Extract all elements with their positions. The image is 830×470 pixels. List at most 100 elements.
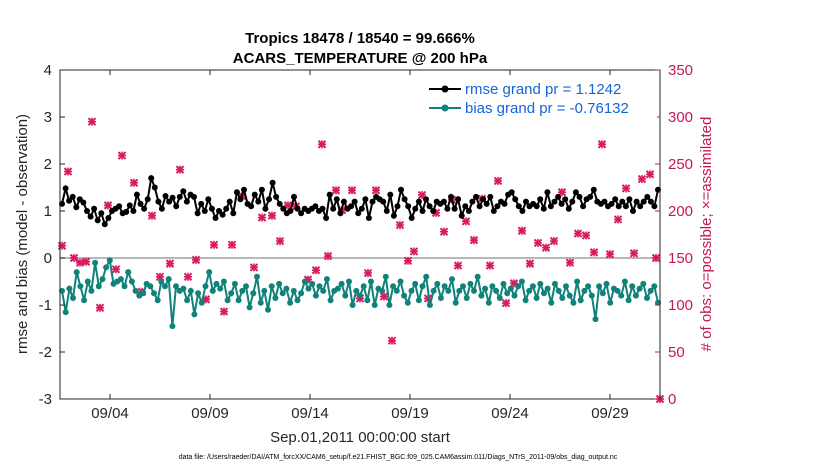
obs-count-marker xyxy=(363,268,373,278)
rmse-point xyxy=(512,196,519,203)
bias-point xyxy=(349,302,356,308)
bias-point xyxy=(640,280,647,287)
rmse-point xyxy=(333,196,340,203)
bias-point xyxy=(632,292,639,299)
obs-count-marker xyxy=(581,231,591,240)
obs-count-marker xyxy=(103,201,113,210)
obs-count-marker xyxy=(275,236,285,246)
y-axis-left: -3 -2 -1 0 1 2 3 4 xyxy=(39,62,65,408)
bias-point xyxy=(404,299,411,306)
rmse-point xyxy=(94,217,101,224)
rmse-point xyxy=(565,205,572,212)
rmse-point xyxy=(62,185,69,192)
bias-point xyxy=(77,283,84,290)
x-tick-label: 09/09 xyxy=(191,405,229,422)
rmse-point xyxy=(458,212,465,219)
rmse-point xyxy=(323,215,330,221)
bias-point xyxy=(88,287,95,294)
rmse-point xyxy=(637,203,644,210)
rmse-point xyxy=(340,198,347,205)
rmse-point xyxy=(587,193,594,200)
rmse-point xyxy=(644,193,651,200)
obs-count-marker xyxy=(209,240,219,250)
obs-count-marker xyxy=(379,292,389,301)
bias-point xyxy=(548,299,555,306)
bias-point xyxy=(621,278,628,285)
bias-point xyxy=(577,297,584,304)
rmse-point xyxy=(401,196,408,203)
obs-count-marker xyxy=(183,272,193,282)
bias-point xyxy=(541,290,547,297)
rmse-point xyxy=(572,189,579,196)
rmse-point xyxy=(151,184,158,191)
rmse-point xyxy=(230,210,237,217)
bias-point xyxy=(342,292,349,299)
bias-point xyxy=(125,269,132,276)
rmse-point xyxy=(622,203,629,210)
bias-point xyxy=(346,278,352,285)
obs-count-marker xyxy=(147,211,157,220)
bias-point xyxy=(254,273,260,280)
rmse-point xyxy=(337,210,344,217)
rmse-point xyxy=(223,205,230,212)
bias-point xyxy=(243,283,249,290)
obs-count-marker xyxy=(605,250,615,259)
rmse-point xyxy=(415,198,422,205)
bias-point xyxy=(371,302,378,308)
bias-point xyxy=(239,287,246,294)
bias-point xyxy=(106,257,113,264)
bias-point xyxy=(357,292,363,299)
rmse-point xyxy=(255,198,262,205)
rmse-point xyxy=(351,198,358,205)
rmse-point xyxy=(241,186,247,193)
bias-point xyxy=(544,285,551,292)
bias-point xyxy=(294,297,301,304)
bias-point xyxy=(537,280,544,287)
bias-point xyxy=(132,287,139,294)
x-tick-label: 09/24 xyxy=(491,405,529,422)
bias-point xyxy=(629,283,636,290)
rmse-point xyxy=(258,186,265,193)
bias-series xyxy=(59,257,661,330)
bias-point xyxy=(265,306,271,313)
rmse-point xyxy=(398,186,404,193)
bias-point xyxy=(213,280,220,287)
bias-point xyxy=(73,269,80,276)
x-tick-label: 09/29 xyxy=(591,405,629,422)
rmse-point xyxy=(116,203,123,210)
bias-point xyxy=(217,285,224,292)
rmse-point xyxy=(148,175,155,182)
rmse-point xyxy=(348,203,355,210)
bias-point xyxy=(382,273,389,280)
bias-point xyxy=(272,295,279,301)
bias-point xyxy=(599,290,606,297)
bias-point xyxy=(618,292,625,299)
rmse-point xyxy=(440,198,447,205)
bias-point xyxy=(522,297,529,304)
rmse-point xyxy=(183,198,190,205)
y-tick-label: -3 xyxy=(39,391,52,408)
rmse-point xyxy=(326,191,333,198)
rmse-point xyxy=(212,215,219,221)
rmse-point xyxy=(569,198,576,205)
y-right-tick-label: 100 xyxy=(668,297,693,314)
rmse-point xyxy=(647,198,654,205)
rmse-point xyxy=(80,199,87,206)
bias-point xyxy=(287,299,294,306)
bias-point xyxy=(276,280,283,287)
bias-point xyxy=(603,280,610,287)
bias-point xyxy=(312,292,319,299)
rmse-point xyxy=(390,212,397,219)
rmse-point xyxy=(383,208,390,214)
obs-count-marker xyxy=(81,257,91,266)
bias-point xyxy=(298,290,305,297)
obs-count-marker xyxy=(323,251,333,261)
bias-point xyxy=(504,290,511,297)
bias-point xyxy=(386,302,393,308)
obs-count-marker xyxy=(95,303,105,313)
rmse-point xyxy=(219,211,226,218)
bias-point xyxy=(290,287,297,294)
bias-point xyxy=(585,283,592,290)
rmse-point xyxy=(540,205,547,212)
bias-point xyxy=(279,290,286,297)
